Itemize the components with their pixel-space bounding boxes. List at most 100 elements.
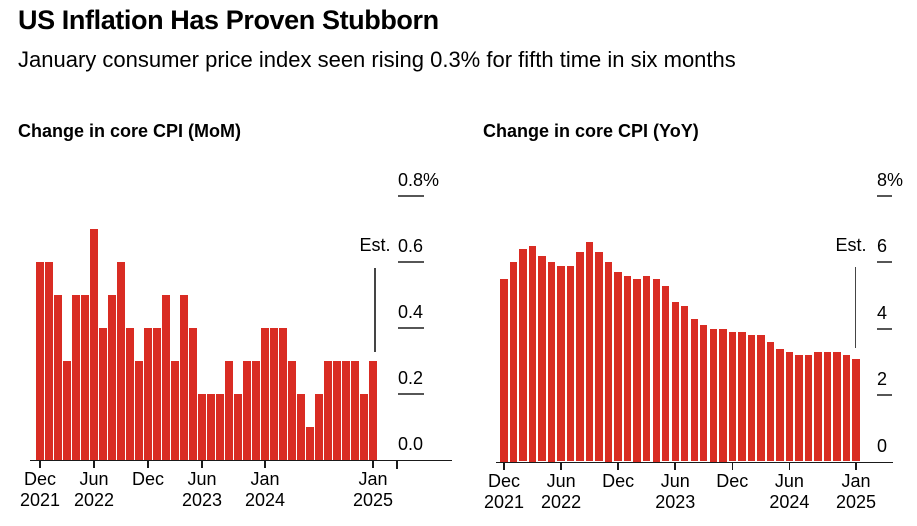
- bar: [342, 360, 350, 460]
- bar: [538, 255, 546, 462]
- x-axis-label-year: 2025: [352, 489, 394, 510]
- y-axis-tick: [398, 392, 424, 395]
- y-axis-label: 0.8%: [398, 170, 440, 190]
- bar: [234, 393, 242, 460]
- x-axis-label-year: 2021: [19, 489, 61, 510]
- bar: [216, 393, 224, 460]
- y-axis-label: 0.4: [398, 301, 424, 322]
- bar: [153, 327, 161, 460]
- bar: [36, 261, 44, 460]
- bar: [171, 360, 179, 460]
- x-axis-tick: [731, 461, 734, 470]
- y-axis-label: 0.2: [398, 367, 424, 388]
- bar: [823, 351, 832, 462]
- x-axis-label-month: Jun: [79, 468, 109, 489]
- bar: [623, 275, 632, 462]
- estimate-label: Est.: [359, 235, 391, 255]
- bar: [842, 355, 851, 462]
- bar: [63, 360, 71, 460]
- bar: [180, 294, 188, 460]
- bar: [207, 393, 215, 460]
- bar: [135, 360, 143, 460]
- bar: [757, 335, 765, 462]
- bar: [126, 327, 134, 460]
- y-axis-label: 0: [877, 435, 888, 456]
- bar: [614, 272, 622, 462]
- bar: [369, 360, 377, 460]
- bar: [766, 342, 775, 462]
- x-axis-tick: [617, 461, 619, 470]
- x-axis-label-month: Dec: [487, 470, 520, 491]
- y-axis-label: 0.6: [398, 235, 424, 256]
- bar: [162, 294, 170, 460]
- y-axis-label: 8%: [877, 170, 904, 190]
- bar: [662, 285, 670, 462]
- x-axis-label-month: Dec: [602, 470, 635, 491]
- bar: [785, 351, 794, 462]
- bar: [252, 360, 260, 460]
- x-axis-tick: [503, 461, 505, 470]
- y-axis-tick: [877, 394, 892, 397]
- bar: [90, 228, 98, 460]
- bar: [576, 252, 584, 462]
- bar: [99, 327, 107, 460]
- x-axis-tick: [93, 459, 95, 468]
- axis-notch: [396, 459, 398, 469]
- bar: [225, 360, 233, 460]
- bar: [719, 328, 727, 462]
- x-axis-label-year: 2024: [769, 491, 810, 512]
- bar: [795, 355, 803, 462]
- bar: [671, 302, 679, 462]
- bar: [333, 360, 341, 460]
- bar: [833, 351, 841, 462]
- x-axis-label-month: Jun: [774, 470, 804, 491]
- bar: [270, 327, 278, 460]
- x-axis-label-month: Jun: [187, 468, 217, 489]
- mom-chart-title: Change in core CPI (MoM): [18, 121, 242, 141]
- bar: [776, 348, 784, 462]
- estimate-line: [854, 267, 857, 348]
- bar: [652, 278, 660, 462]
- y-axis-label: 2: [877, 369, 888, 390]
- bar: [528, 245, 537, 462]
- x-axis-label-month: Jan: [358, 468, 388, 489]
- y-axis-label: 4: [877, 302, 888, 323]
- x-axis-label-year: 2022: [541, 491, 582, 512]
- y-axis-tick: [877, 195, 892, 197]
- x-axis-tick: [674, 461, 677, 470]
- x-axis-label-year: 2024: [244, 489, 286, 510]
- x-axis-tick: [788, 461, 791, 470]
- bar: [45, 261, 53, 460]
- bar: [351, 360, 359, 460]
- bar: [643, 275, 651, 462]
- x-axis-line: [30, 459, 452, 462]
- bar: [595, 252, 603, 462]
- y-axis-tick: [398, 326, 424, 329]
- bar: [566, 265, 575, 462]
- x-axis-tick: [855, 461, 857, 470]
- x-axis-label-month: Jun: [660, 470, 690, 491]
- estimate-line: [374, 268, 376, 352]
- x-axis-label-month: Jun: [546, 470, 576, 491]
- x-axis-label-month: Dec: [131, 468, 164, 489]
- bar: [144, 327, 152, 460]
- bar: [54, 294, 62, 460]
- bar: [509, 262, 518, 462]
- bar: [315, 393, 323, 460]
- x-axis-tick: [372, 459, 374, 468]
- bar: [288, 360, 296, 460]
- y-axis-tick: [398, 195, 424, 197]
- x-axis-label-year: 2021: [483, 491, 525, 512]
- x-axis-label-month: Dec: [23, 468, 56, 489]
- bar: [738, 332, 746, 462]
- bar: [72, 294, 80, 460]
- bar: [633, 278, 641, 462]
- page-subtitle: January consumer price index seen rising…: [18, 47, 736, 72]
- bar: [681, 305, 689, 462]
- bar: [585, 242, 594, 462]
- x-axis-label-year: 2022: [73, 489, 115, 510]
- bar: [81, 294, 89, 460]
- bar: [117, 261, 125, 460]
